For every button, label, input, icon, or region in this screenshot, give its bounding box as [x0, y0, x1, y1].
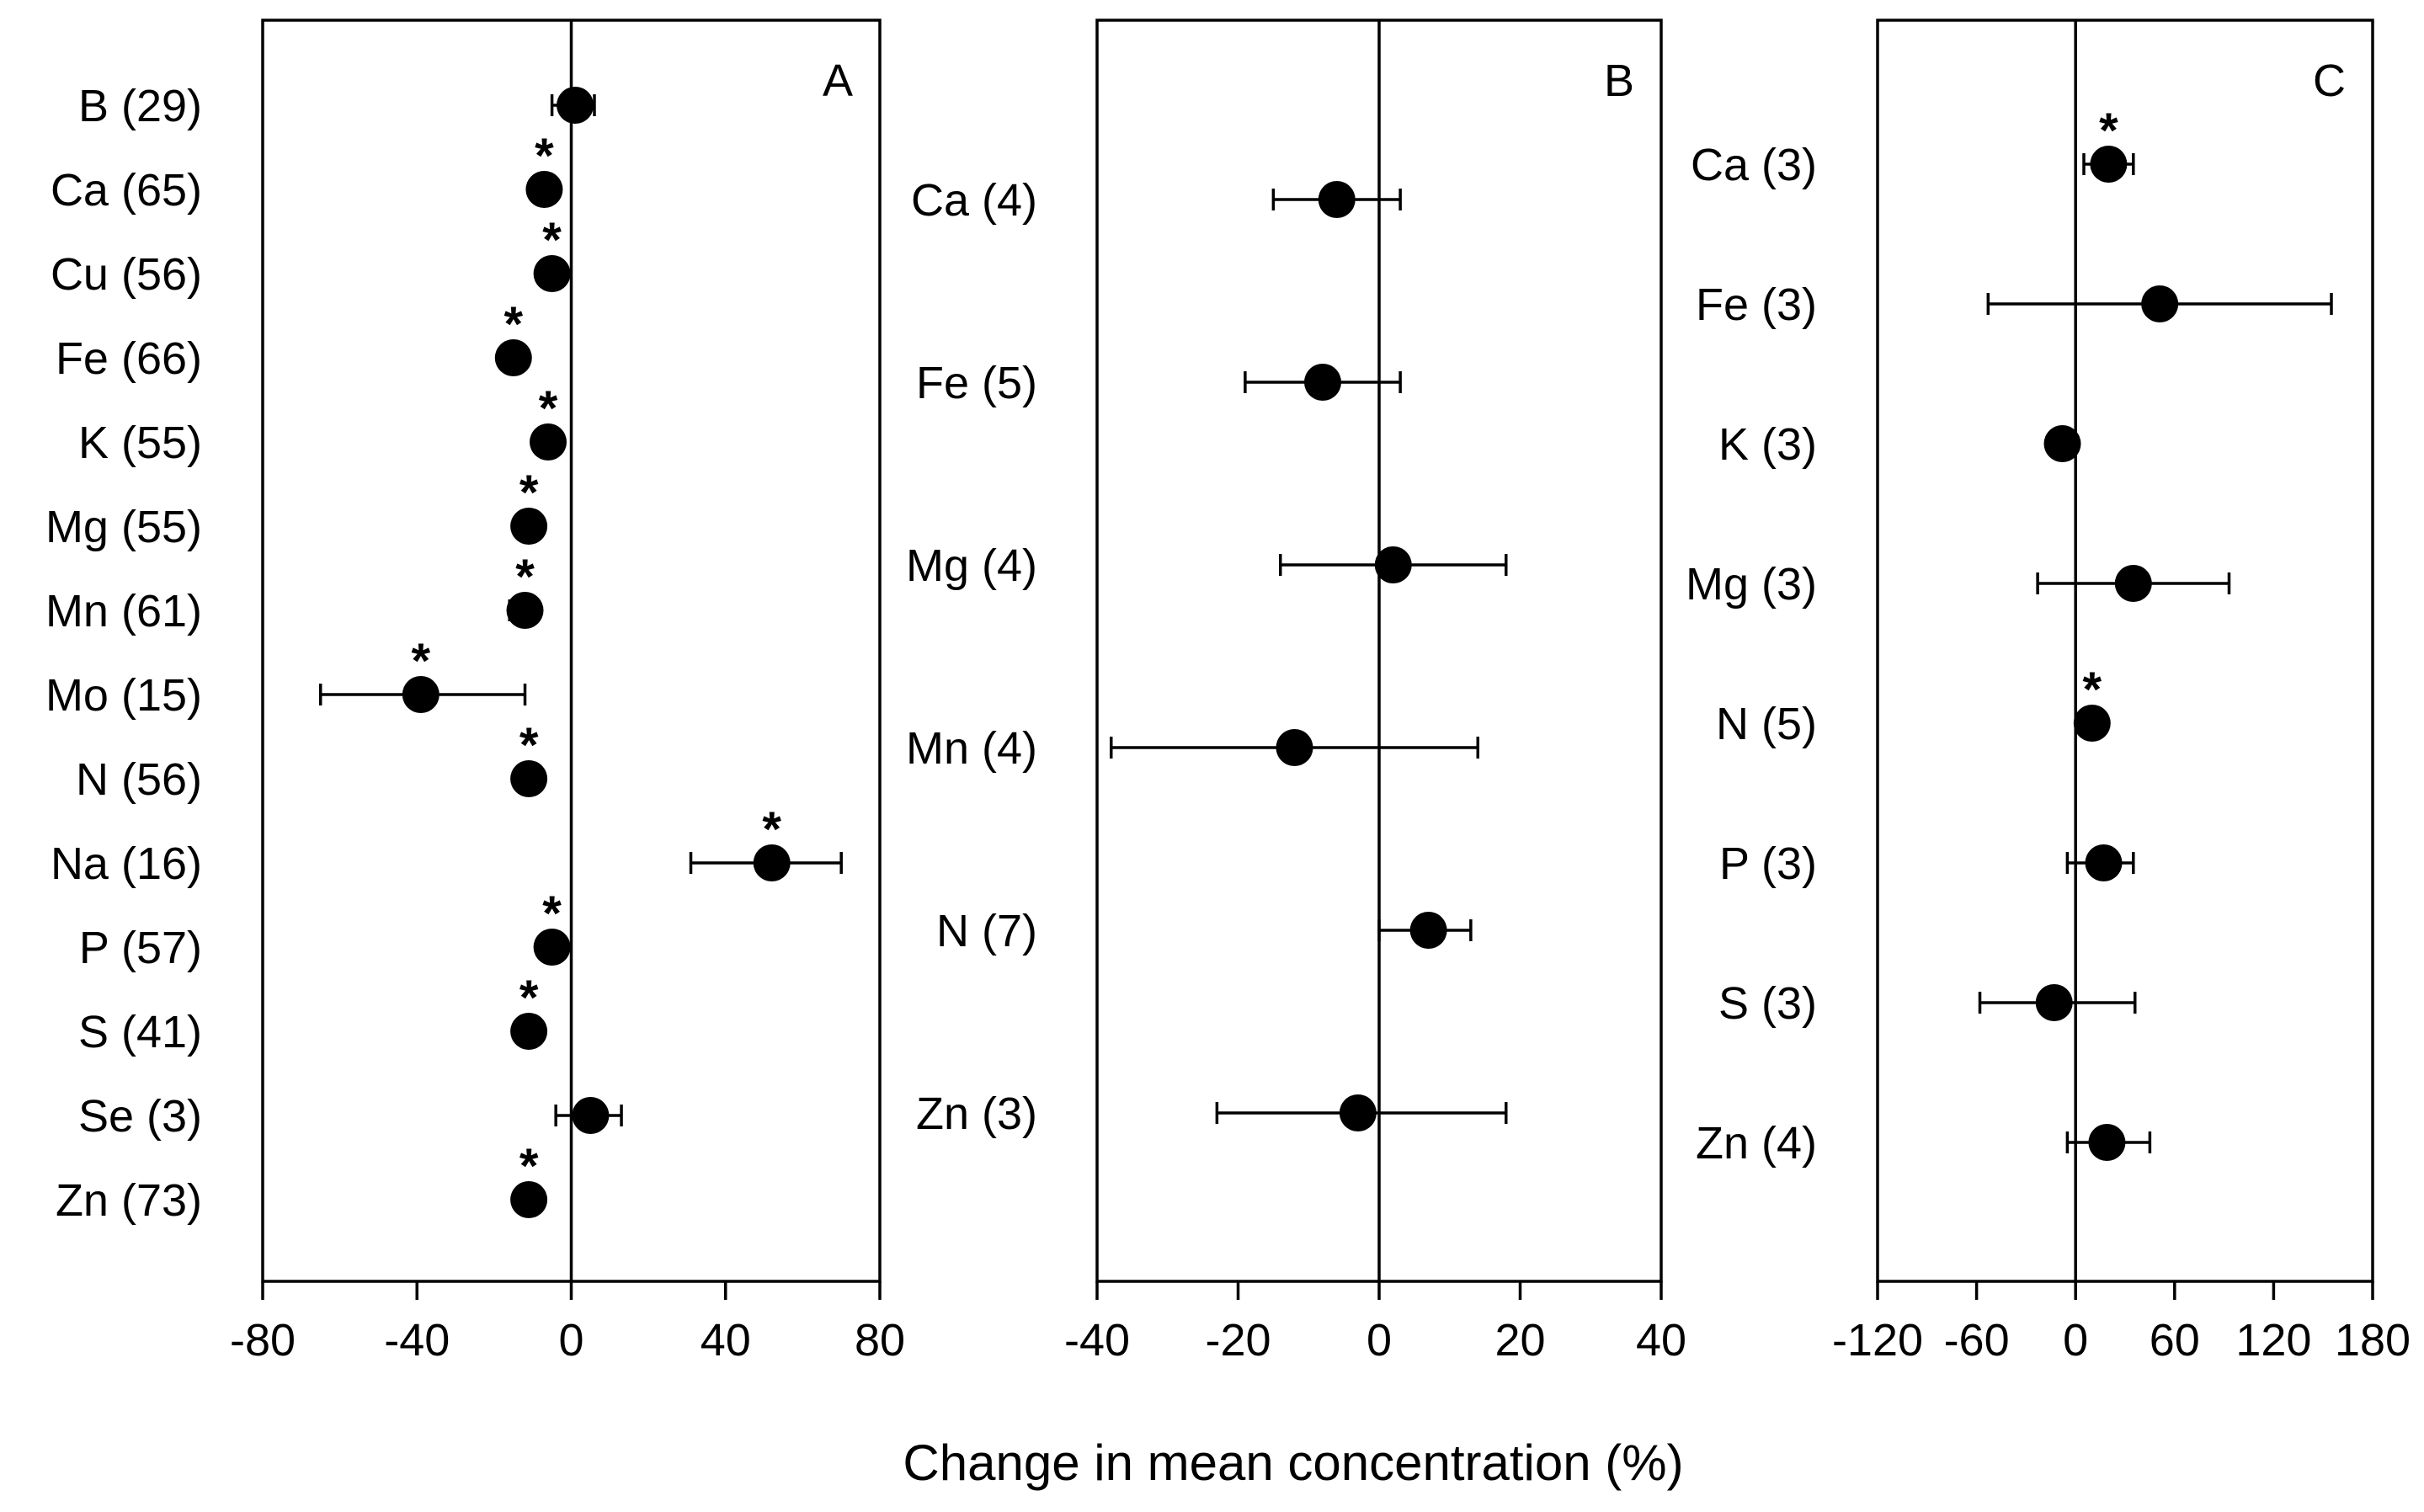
data-point	[557, 87, 594, 124]
category-label: Ca (4)	[911, 175, 1037, 226]
significance-marker: *	[519, 718, 539, 773]
category-label: Fe (5)	[916, 358, 1037, 408]
data-point	[533, 255, 571, 292]
category-label: S (3)	[1718, 978, 1817, 1029]
category-label: Se (3)	[78, 1091, 202, 1142]
data-point	[510, 508, 548, 545]
category-label: Cu (56)	[51, 249, 202, 300]
significance-marker: *	[515, 550, 535, 604]
x-tick-label: 120	[2235, 1315, 2311, 1366]
data-point	[1318, 181, 1356, 218]
x-tick-label: 80	[855, 1315, 905, 1366]
significance-marker: *	[519, 1139, 539, 1194]
data-point	[1374, 546, 1412, 583]
category-label: Zn (3)	[916, 1089, 1037, 1139]
category-label: N (56)	[76, 754, 202, 805]
data-point	[2114, 565, 2152, 602]
data-point	[1276, 729, 1313, 766]
data-point	[1339, 1094, 1377, 1131]
significance-marker: *	[519, 971, 539, 1025]
panel-label: B	[1604, 56, 1634, 106]
category-label: N (7)	[936, 906, 1037, 956]
category-label: N (5)	[1716, 699, 1817, 749]
category-label: Mn (4)	[906, 723, 1037, 774]
x-tick-label: 60	[2150, 1315, 2200, 1366]
x-tick-label: 20	[1494, 1315, 1545, 1366]
panel-label: A	[823, 56, 853, 106]
category-label: Mg (4)	[906, 540, 1037, 591]
category-label: Mo (15)	[45, 670, 202, 721]
category-label: Ca (65)	[51, 165, 202, 216]
x-tick-label: -40	[384, 1315, 450, 1366]
category-label: Zn (4)	[1696, 1118, 1817, 1169]
x-tick-label: -80	[230, 1315, 296, 1366]
category-label: Zn (73)	[56, 1175, 202, 1226]
category-label: K (55)	[78, 418, 202, 468]
significance-marker: *	[519, 466, 539, 520]
data-point	[2085, 844, 2123, 881]
data-point	[402, 676, 440, 713]
x-axis-title: Change in mean concentration (%)	[903, 1435, 1683, 1491]
x-tick-label: 0	[1366, 1315, 1392, 1366]
significance-marker: *	[762, 802, 781, 857]
category-label: K (3)	[1718, 419, 1817, 470]
data-point	[2088, 1124, 2126, 1161]
data-point	[2035, 984, 2073, 1021]
x-tick-label: 180	[2335, 1315, 2411, 1366]
data-point	[753, 844, 791, 881]
significance-marker: *	[503, 297, 523, 352]
category-label: Mg (55)	[45, 502, 202, 552]
data-point	[1409, 912, 1447, 949]
x-tick-label: 0	[558, 1315, 583, 1366]
significance-marker: *	[2099, 104, 2118, 158]
category-label: S (41)	[78, 1007, 202, 1057]
significance-marker: *	[412, 634, 431, 689]
category-label: Fe (66)	[56, 333, 202, 384]
data-point	[510, 1181, 548, 1218]
data-point	[525, 171, 563, 208]
panel-a: -80 -40 0 40 80 A B (29) Ca (65) * Cu (56) * Fe (66…	[45, 19, 905, 1366]
data-point	[1304, 364, 1341, 401]
significance-marker: *	[539, 381, 558, 436]
panel-b: -40 -20 0 20 40 B Ca (4) Fe (5) Mg (4) Mn (4) N (7…	[906, 19, 1686, 1366]
x-tick-label: -20	[1205, 1315, 1271, 1366]
data-point	[572, 1097, 610, 1134]
x-tick-label: -120	[1832, 1315, 1923, 1366]
x-tick-label: 40	[1636, 1315, 1686, 1366]
x-tick-label: 0	[2063, 1315, 2088, 1366]
category-label: Na (16)	[51, 839, 202, 889]
significance-marker: *	[542, 213, 562, 268]
data-point	[510, 760, 548, 797]
data-point	[2043, 425, 2081, 462]
panel-c: -120 -60 0 60 120 180 C Ca (3) * Fe (3) K (3) Mg (3…	[1686, 19, 2411, 1366]
data-point	[494, 339, 532, 376]
x-tick-label: -40	[1064, 1315, 1130, 1366]
data-point	[506, 592, 544, 629]
x-tick-label: -60	[1944, 1315, 2010, 1366]
category-label: P (57)	[79, 923, 202, 973]
data-point	[2141, 285, 2179, 322]
category-label: P (3)	[1719, 839, 1817, 889]
data-point	[530, 423, 567, 461]
significance-marker: *	[535, 129, 554, 184]
data-point	[2073, 705, 2111, 742]
category-label: Fe (3)	[1696, 280, 1817, 330]
plot-frame	[1876, 19, 2374, 1283]
significance-marker: *	[542, 886, 562, 941]
category-label: Mn (61)	[45, 586, 202, 636]
significance-marker: *	[2083, 663, 2102, 717]
category-label: B (29)	[78, 81, 202, 131]
data-point	[2090, 146, 2128, 183]
panel-label: C	[2313, 56, 2346, 106]
x-tick-label: 40	[701, 1315, 751, 1366]
category-label: Ca (3)	[1691, 140, 1817, 190]
data-point	[533, 929, 571, 966]
category-label: Mg (3)	[1686, 559, 1817, 610]
data-point	[510, 1013, 548, 1050]
